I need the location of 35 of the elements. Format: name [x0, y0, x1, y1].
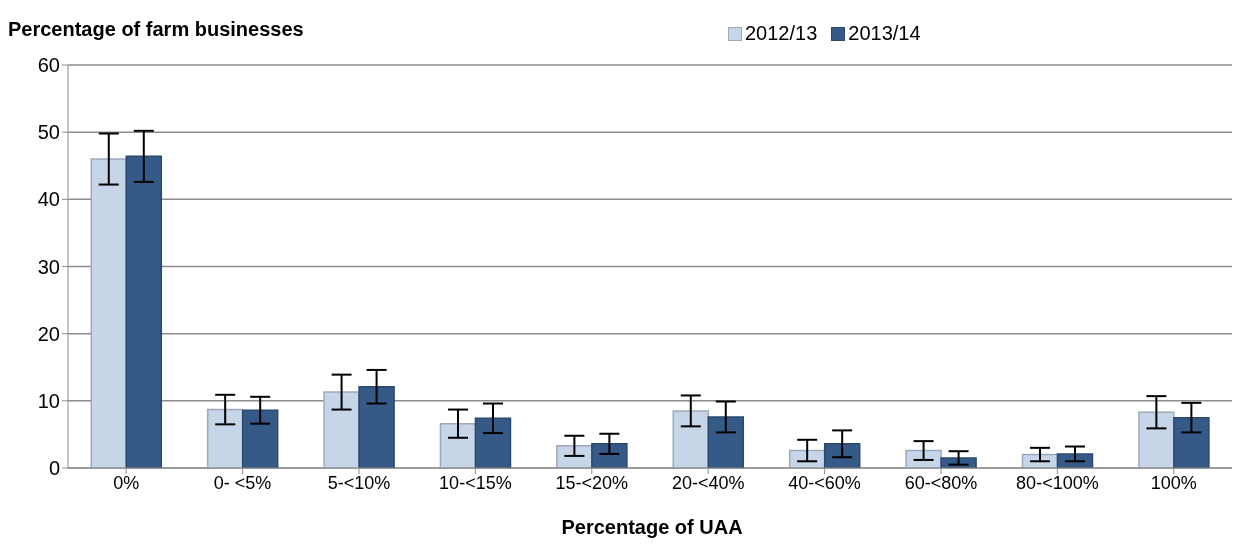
bar [1138, 411, 1175, 468]
bar [672, 410, 710, 468]
bar [206, 408, 244, 468]
legend-label: 2012/13 [745, 22, 818, 45]
y-tick-label: 30 [37, 255, 60, 278]
y-axis-title: Percentage of farm businesses [8, 18, 304, 41]
bar [707, 416, 745, 468]
x-tick-label: 0% [113, 472, 140, 493]
x-tick-label: 60-<80% [904, 472, 978, 493]
x-tick-label: 20-<40% [671, 472, 745, 493]
bar [1173, 416, 1210, 468]
x-tick-label: 15-<20% [555, 472, 629, 493]
bar [358, 385, 395, 468]
x-tick-label: 10-<15% [439, 472, 512, 493]
bar [591, 443, 628, 468]
y-tick-label: 40 [37, 188, 60, 211]
x-tick-label: 0- <5% [213, 472, 272, 493]
x-tick-label: 80-<100% [1016, 472, 1099, 493]
legend-label: 2013/14 [848, 22, 921, 45]
x-tick-label: 100% [1150, 472, 1197, 493]
y-tick-label: 60 [37, 54, 60, 77]
bar [323, 391, 360, 468]
bar [125, 155, 163, 468]
y-tick-label: 20 [37, 322, 60, 345]
x-axis-title: Percentage of UAA [560, 516, 744, 539]
bar [823, 443, 861, 468]
y-tick-label: 0 [48, 457, 60, 480]
bar [474, 417, 512, 468]
y-tick-label: 10 [37, 389, 60, 412]
x-tick-label: 5-<10% [327, 472, 391, 493]
x-tick-label: 40-<60% [788, 472, 861, 493]
bar [241, 409, 279, 468]
y-tick-label: 50 [37, 121, 60, 144]
bar [439, 422, 477, 468]
bar [90, 158, 128, 468]
